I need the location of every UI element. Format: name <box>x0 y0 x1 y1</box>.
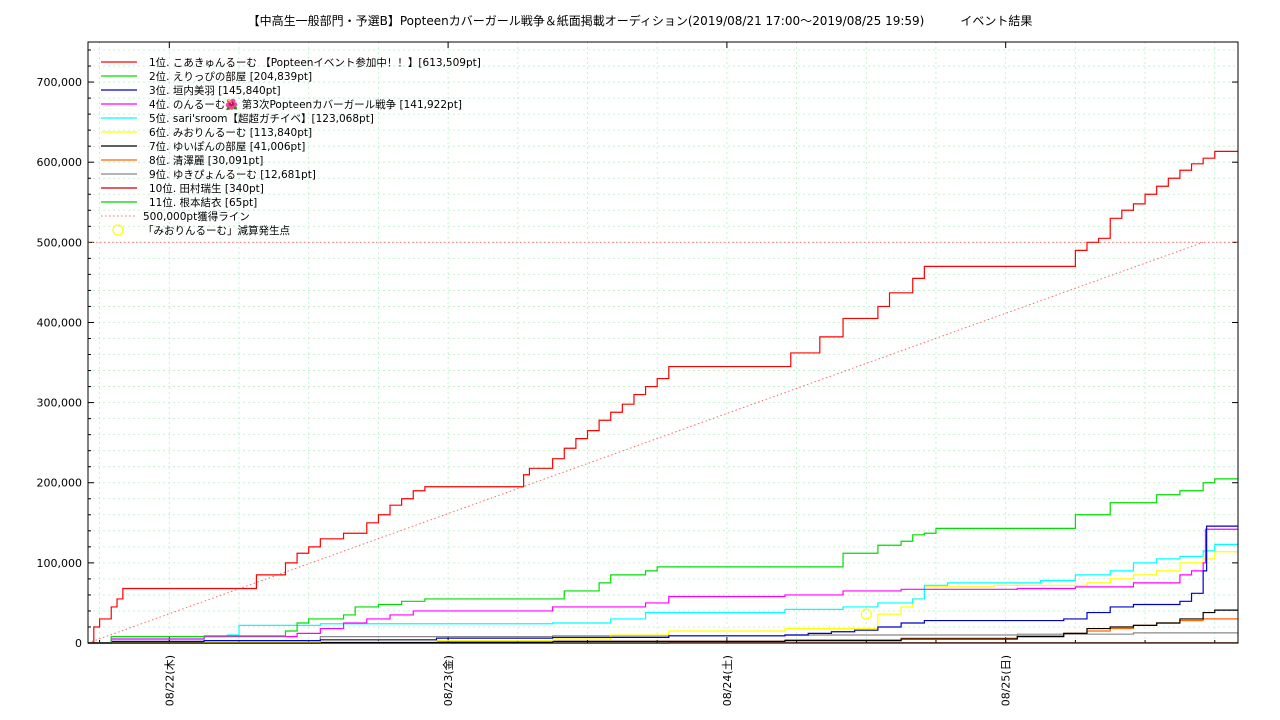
series-group <box>88 150 1239 644</box>
y-tick-label: 500,000 <box>37 236 83 249</box>
y-tick-label: 200,000 <box>37 477 83 490</box>
y-tick-label: 100,000 <box>37 557 83 570</box>
y-tick-label: 300,000 <box>37 397 83 410</box>
y-tick-label: 400,000 <box>37 316 83 329</box>
series-line <box>88 478 1238 644</box>
legend-label: 11位. 根本結衣 [65pt] <box>149 196 257 209</box>
series-line <box>88 551 1238 644</box>
axes: 0 100,000 200,000 300,000 400,000 500,000 600,… <box>37 42 1238 706</box>
grid <box>88 42 1238 643</box>
legend-label: 3位. 垣内美羽 [145,840pt] <box>149 84 281 97</box>
legend-label-marker: 「みおりんるーむ」減算発生点 <box>143 224 290 237</box>
series-line <box>88 525 1238 644</box>
series-line <box>88 543 1238 644</box>
x-tick-label: 08/25(日) <box>1000 655 1013 706</box>
legend-label: 6位. みおりんるーむ [113,840pt] <box>149 126 312 139</box>
legend-label: 2位. えりっぴの部屋 [204,839pt] <box>149 70 312 83</box>
reference-line <box>87 241 1238 644</box>
reference-line-path <box>87 241 1204 644</box>
chart-title: 【中高生一般部門・予選B】Popteenカバーガール戦争＆紙面掲載オーディション… <box>248 13 1033 28</box>
plot-frame <box>87 41 1239 644</box>
series-line <box>88 528 1238 644</box>
legend-label-reference: 500,000pt獲得ライン <box>143 210 250 223</box>
legend-label: 10位. 田村瑞生 [340pt] <box>149 182 264 195</box>
x-tick-label: 08/22(木) <box>163 655 176 706</box>
series-line <box>88 609 1238 644</box>
legend-swatch-marker <box>112 224 124 236</box>
legend-label: 8位. 清澤麗 [30,091pt] <box>149 154 263 167</box>
legend-label: 9位. ゆきぴょんるーむ [12,681pt] <box>149 168 316 181</box>
y-tick-label: 700,000 <box>37 76 83 89</box>
marker-point <box>860 608 872 620</box>
legend-label: 5位. sari'sroom【超超ガチイベ】[123,068pt] <box>149 112 374 125</box>
x-tick-label: 08/23(金) <box>441 655 455 706</box>
legend-label: 1位. こあきゅんるーむ 【Popteenイベント参加中！！】[613,509p… <box>149 56 481 69</box>
legend: 1位. こあきゅんるーむ 【Popteenイベント参加中！！】[613,509p… <box>101 56 481 237</box>
legend-label: 4位. のんるーむ🌺 第3次Popteenカバーガール戦争 [141,922pt… <box>149 98 462 111</box>
x-tick-label: 08/24(土) <box>721 655 734 706</box>
series-line <box>88 150 1238 644</box>
marker-group <box>860 608 872 620</box>
legend-label: 7位. ゆいぽんの部屋 [41,006pt] <box>149 140 305 153</box>
y-tick-label: 600,000 <box>37 156 83 169</box>
y-tick-label: 0 <box>75 637 82 650</box>
